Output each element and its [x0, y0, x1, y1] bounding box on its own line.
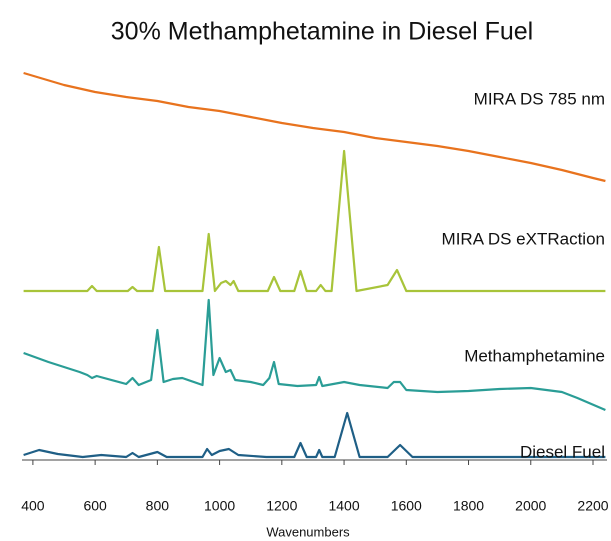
- x-tick-label: 1200: [266, 498, 297, 514]
- x-tick-label: 800: [146, 498, 170, 514]
- chart-title: 30% Methamphetamine in Diesel Fuel: [111, 18, 533, 46]
- series-label: Methamphetamine: [464, 346, 605, 365]
- spectrum-line: [23, 149, 606, 293]
- spectrum-line: [23, 71, 606, 183]
- series-label: Diesel Fuel: [520, 442, 605, 461]
- x-tick-label: 2000: [515, 498, 546, 514]
- x-tick-label: 2200: [577, 498, 608, 514]
- x-tick-label: 1800: [453, 498, 484, 514]
- spectrum-line: [23, 411, 606, 459]
- series-label: MIRA DS 785 nm: [474, 89, 605, 108]
- x-tick-label: 600: [83, 498, 107, 514]
- spectrum-line: [23, 298, 606, 412]
- x-tick-label: 1400: [328, 498, 359, 514]
- x-tick-label: 1600: [391, 498, 422, 514]
- x-tick-label: 400: [21, 498, 45, 514]
- x-axis-label: Wavenumbers: [266, 524, 350, 539]
- series-label: MIRA DS eXTRaction: [442, 229, 605, 248]
- x-tick-label: 1000: [204, 498, 235, 514]
